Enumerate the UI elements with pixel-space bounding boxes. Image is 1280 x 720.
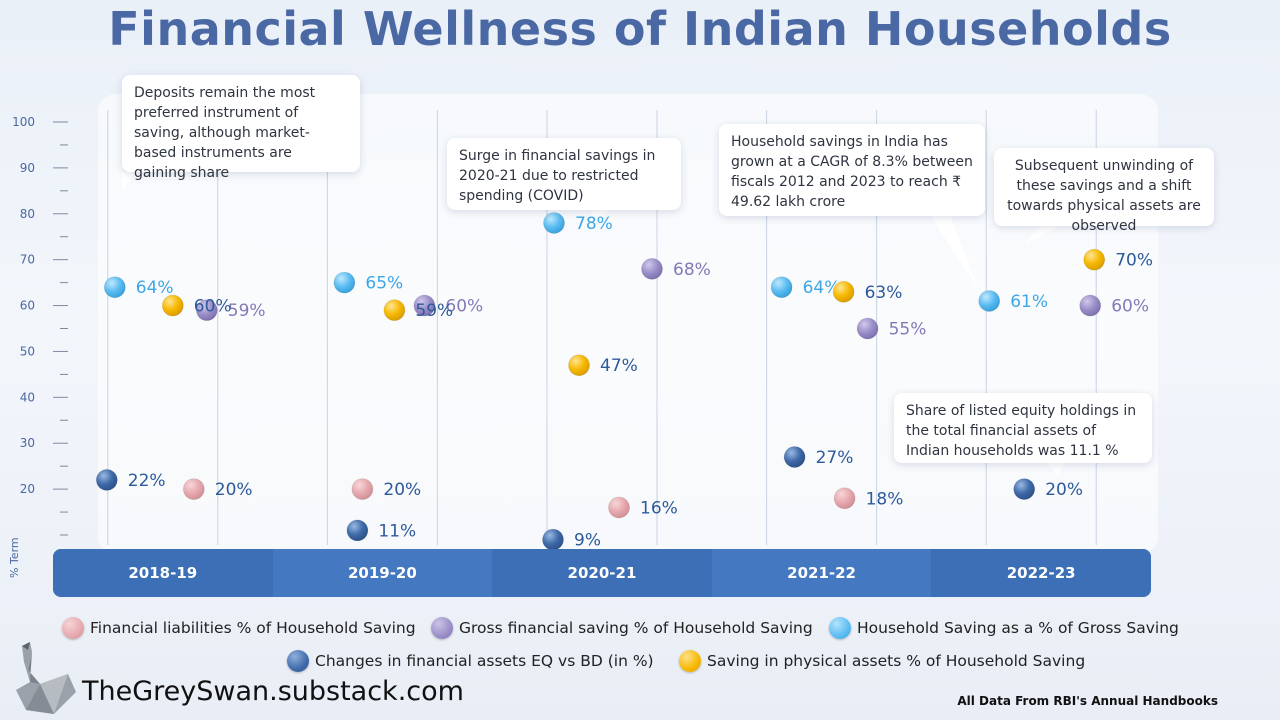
year-label: 2020-21 (492, 549, 712, 597)
data-label: 60% (445, 297, 483, 317)
point-changes_financial_assets (783, 445, 806, 468)
legend-label: Saving in physical assets % of Household… (707, 652, 1086, 670)
point-physical_assets (383, 299, 406, 322)
point-gross_financial_saving (856, 317, 879, 340)
data-label: 65% (365, 274, 403, 294)
callout-pointer (1025, 226, 1060, 244)
legend-label: Changes in financial assets EQ vs BD (in… (315, 652, 654, 670)
data-label: 64% (136, 278, 174, 298)
point-financial_liabilities (182, 478, 205, 501)
point-household_saving_gross (770, 276, 793, 299)
legend-swatch (431, 617, 453, 639)
year-band: 2018-19 2019-20 2020-21 2021-22 2022-23 (53, 549, 1151, 597)
legend-label: Household Saving as a % of Gross Saving (857, 619, 1179, 637)
point-physical_assets (568, 354, 590, 377)
y-axis: 100 90 80 70 60 50 40 30 20 (12, 115, 68, 536)
legend-swatch (829, 617, 851, 639)
callout-pointer (122, 172, 135, 192)
y-axis-title: % Term (8, 537, 21, 578)
point-changes_financial_assets (1013, 478, 1036, 501)
callout-deposits: Deposits remain the most preferred instr… (122, 75, 360, 181)
legend-swatch (62, 617, 84, 639)
data-label: 55% (889, 320, 927, 340)
y-tick-label: 100 (12, 115, 35, 129)
callout-covid-surge: Surge in financial savings in 2020-21 du… (447, 138, 681, 210)
data-label: 22% (128, 471, 166, 491)
point-financial_liabilities (351, 478, 374, 501)
y-tick-label: 40 (20, 390, 35, 404)
year-label: 2021-22 (711, 549, 932, 597)
y-tick-label: 30 (20, 436, 35, 450)
legend-item-financial-assets: Changes in financial assets EQ vs BD (in… (287, 650, 654, 672)
callout-pointer (1045, 462, 1065, 475)
legend-item-gross-financial-saving: Gross financial saving % of Household Sa… (431, 617, 813, 639)
year-label: 2019-20 (272, 549, 493, 597)
y-tick-label: 60 (20, 299, 35, 313)
data-label: 20% (215, 480, 253, 500)
legend-item-financial-liabilities: Financial liabilities % of Household Sav… (62, 617, 416, 639)
y-tick-label: 50 (20, 344, 35, 358)
point-household_saving_gross (543, 211, 565, 234)
callout-pointer (590, 209, 612, 222)
point-changes_financial_assets (95, 468, 118, 491)
point-physical_assets (161, 294, 184, 317)
legend-label: Financial liabilities % of Household Sav… (90, 619, 416, 637)
data-label: 59% (228, 301, 266, 321)
point-gross_financial_saving (413, 294, 436, 317)
data-label: 20% (383, 480, 421, 500)
year-label: 2018-19 (53, 549, 273, 597)
data-label: 16% (640, 498, 678, 518)
callout-cagr: Household savings in India has grown at … (719, 124, 985, 216)
point-household_saving_gross (978, 289, 1001, 312)
legend-item-household-saving: Household Saving as a % of Gross Saving (829, 617, 1179, 639)
data-label: 60% (1111, 297, 1149, 317)
data-label: 59% (415, 301, 453, 321)
point-gross_financial_saving (641, 257, 663, 280)
point-gross_financial_saving (1079, 294, 1102, 317)
y-tick-label: 90 (20, 161, 35, 175)
point-financial_liabilities (833, 487, 856, 510)
data-points: 20%20%16%18%31%59%60%68%55%60%64%65%78%6… (95, 211, 1153, 551)
y-tick-label: 70 (20, 253, 35, 267)
data-label: 27% (816, 448, 854, 468)
data-label: 9% (574, 531, 601, 551)
data-label: 11% (378, 521, 416, 541)
data-label: 70% (1115, 251, 1153, 271)
brand-name: TheGreySwan.substack.com (82, 676, 464, 707)
y-tick-label: 80 (20, 207, 35, 221)
point-household_saving_gross (333, 271, 356, 294)
data-label: 18% (866, 489, 904, 509)
data-label: 60% (194, 297, 232, 317)
data-label: 63% (865, 283, 903, 303)
point-physical_assets (1083, 248, 1106, 271)
data-label: 47% (600, 356, 638, 376)
legend-label: Gross financial saving % of Household Sa… (459, 619, 813, 637)
callout-physical-shift: Subsequent unwinding of these savings an… (994, 148, 1214, 234)
callout-pointers (122, 172, 1065, 475)
callout-equity-share: Share of listed equity holdings in the t… (894, 393, 1152, 463)
legend-swatch (679, 650, 701, 672)
data-label: 78% (575, 214, 613, 234)
point-changes_financial_assets (346, 519, 369, 542)
y-tick-label: 20 (20, 482, 35, 496)
point-household_saving_gross (103, 276, 126, 299)
point-financial_liabilities (608, 496, 630, 519)
point-physical_assets (832, 280, 855, 303)
callout-pointer (930, 215, 978, 288)
point-gross_financial_saving (195, 299, 218, 322)
page-title: Financial Wellness of Indian Households (108, 2, 1172, 56)
year-label: 2022-23 (931, 549, 1151, 597)
swan-logo (16, 642, 76, 714)
data-label: 64% (803, 278, 841, 298)
legend-item-physical-assets: Saving in physical assets % of Household… (679, 650, 1085, 672)
data-label: 20% (1045, 480, 1083, 500)
legend-swatch (287, 650, 309, 672)
data-label: 68% (673, 260, 711, 280)
data-label: 61% (1010, 292, 1048, 312)
point-changes_financial_assets (542, 528, 564, 551)
source-note: All Data From RBI's Annual Handbooks (957, 694, 1218, 708)
